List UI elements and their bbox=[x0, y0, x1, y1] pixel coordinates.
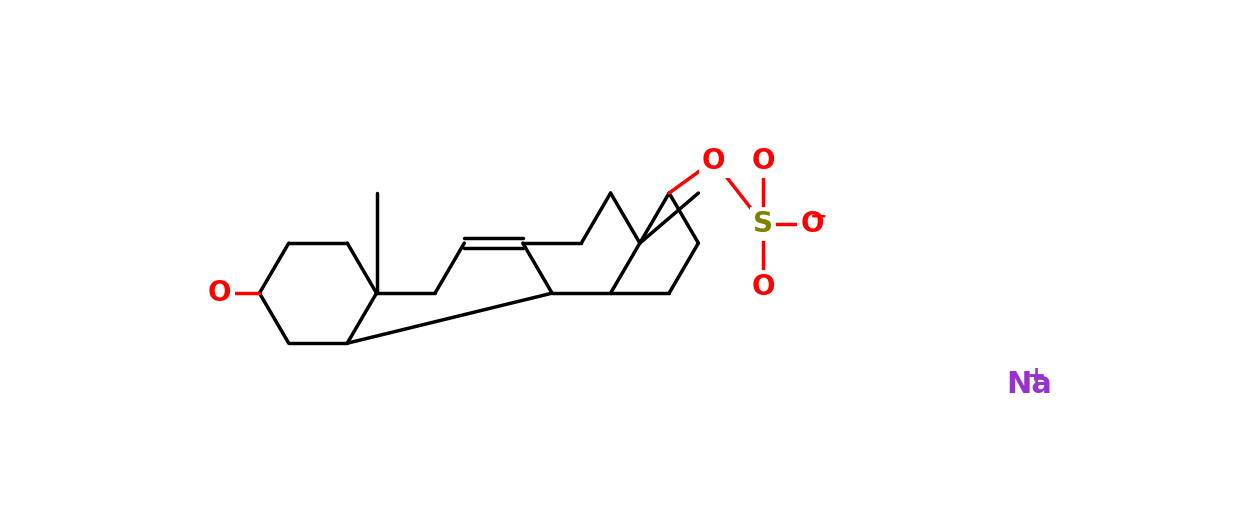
Text: Na: Na bbox=[1006, 369, 1052, 398]
Text: O: O bbox=[800, 210, 824, 238]
Text: O: O bbox=[751, 147, 775, 175]
Text: O: O bbox=[208, 279, 231, 307]
Text: −: − bbox=[810, 207, 828, 227]
Text: S: S bbox=[752, 210, 772, 238]
Text: O: O bbox=[703, 147, 725, 175]
Text: O: O bbox=[751, 273, 775, 301]
Text: +: + bbox=[1026, 365, 1045, 388]
